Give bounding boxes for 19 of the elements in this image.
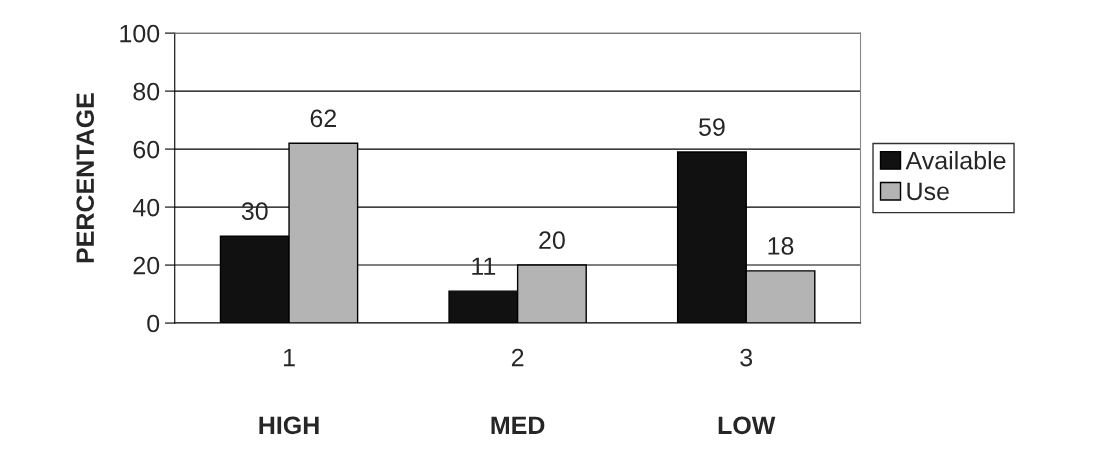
x-tick-label: 1: [283, 348, 295, 367]
text: MED: [491, 416, 545, 434]
data-label: 20: [539, 231, 565, 250]
data-label: 59: [699, 118, 725, 136]
x-tick-label: 3: [740, 348, 753, 367]
data-label: 18: [768, 237, 794, 255]
text: LOW: [718, 416, 776, 435]
y-tick-label: 80: [133, 82, 160, 101]
legend-label: Use: [907, 182, 949, 201]
y-tick-label: 20: [133, 256, 160, 275]
y-tick-label: 60: [133, 140, 160, 159]
legend-label: Available: [905, 151, 1006, 170]
y-axis-title: PERCENTAGE: [76, 93, 95, 263]
y-tick-label: 40: [132, 198, 160, 217]
text: HIGH: [259, 416, 319, 435]
data-label: 62: [310, 109, 336, 128]
y-tick-label: 0: [147, 314, 160, 333]
y-tick-label: 100: [120, 24, 160, 43]
x-tick-label: 2: [511, 348, 524, 367]
